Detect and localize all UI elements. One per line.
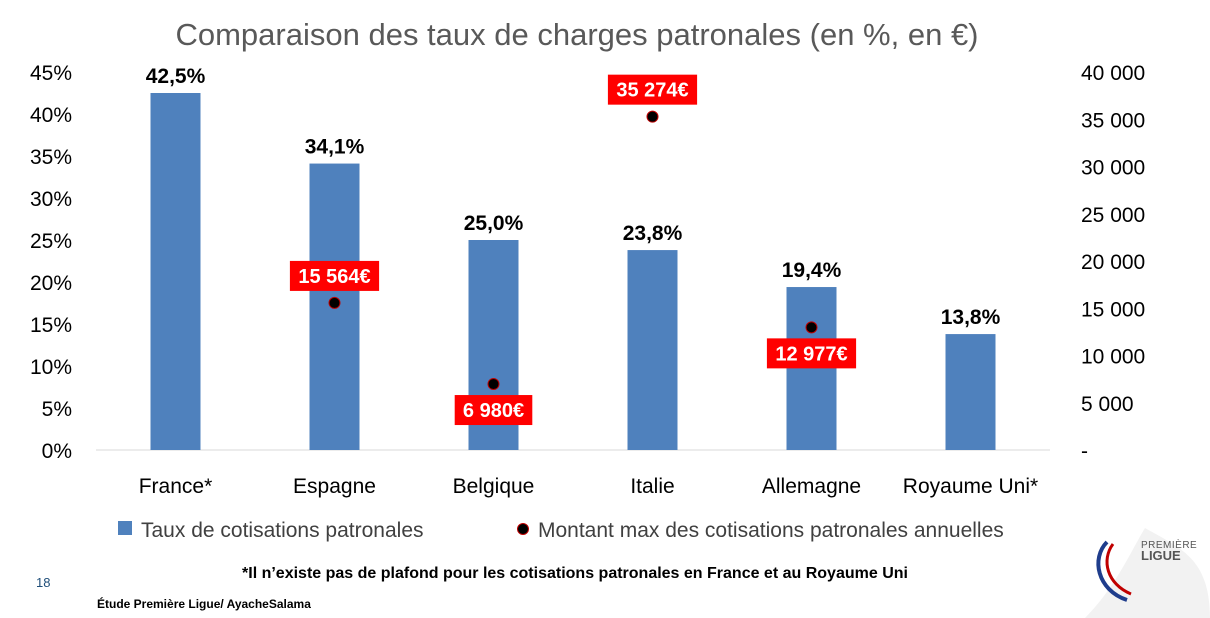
right-tick-label: 40 000: [1081, 62, 1145, 85]
legend-label-point: Montant max des cotisations patronales a…: [538, 519, 1004, 542]
data-point: [328, 296, 341, 309]
data-point: [646, 110, 659, 123]
source-credit: Étude Première Ligue/ AyacheSalama: [97, 597, 311, 611]
amount-value-label: 12 977€: [775, 343, 847, 365]
logo-text-bottom: LIGUE: [1141, 548, 1181, 563]
bar-value-labels: 42,5% 34,1% 25,0% 23,8% 19,4% 13,8%: [146, 65, 1001, 329]
category-labels: France* Espagne Belgique Italie Allemagne Roy…: [139, 475, 1038, 498]
scatter-series: [328, 110, 818, 391]
bar-value-label: 34,1%: [305, 136, 365, 159]
left-tick-label: 0%: [42, 440, 72, 463]
left-tick-label: 30%: [30, 188, 72, 211]
left-tick-label: 5%: [42, 398, 72, 421]
bar: [150, 93, 201, 450]
amount-label-box: [607, 74, 698, 105]
amount-label-box: [454, 395, 533, 426]
amount-value-labels: 15 564€ 6 980€ 35 274€ 12 977€: [289, 74, 857, 426]
amount-label-box: [766, 338, 857, 369]
logo-text-top: PREMIÈRE: [1141, 540, 1198, 551]
left-tick-label: 15%: [30, 314, 72, 337]
bar: [945, 334, 996, 450]
category-label: Belgique: [453, 475, 535, 498]
bar-value-label: 19,4%: [782, 259, 842, 282]
bar-value-label: 13,8%: [941, 306, 1001, 329]
legend: Taux de cotisations patronales Montant m…: [118, 519, 1004, 542]
left-axis: 0% 5% 10% 15% 20% 25% 30% 35% 40% 45%: [30, 62, 72, 463]
amount-label-box: [289, 260, 380, 291]
left-tick-label: 40%: [30, 104, 72, 127]
left-tick-label: 20%: [30, 272, 72, 295]
category-label: Italie: [630, 475, 674, 498]
bar-value-label: 42,5%: [146, 65, 206, 88]
left-tick-label: 25%: [30, 230, 72, 253]
category-label: Royaume Uni*: [903, 475, 1038, 498]
bar: [627, 250, 678, 450]
data-point: [487, 378, 500, 391]
left-tick-label: 35%: [30, 146, 72, 169]
right-tick-label: 35 000: [1081, 109, 1145, 132]
amount-value-label: 6 980€: [463, 400, 524, 422]
right-tick-label: 10 000: [1081, 346, 1145, 369]
category-label: Allemagne: [762, 475, 861, 498]
right-axis: - 5 000 10 000 15 000 20 000 25 000 30 000 35 0…: [1081, 62, 1145, 463]
premiere-ligue-logo: PREMIÈRE LIGUE: [1085, 528, 1210, 618]
slide-number: 18: [36, 575, 51, 590]
right-tick-label: 15 000: [1081, 298, 1145, 321]
bar-value-label: 23,8%: [623, 222, 683, 245]
logo-icon: [1085, 528, 1210, 618]
amount-value-label: 15 564€: [298, 266, 370, 288]
right-tick-label: 20 000: [1081, 251, 1145, 274]
right-tick-label: -: [1081, 440, 1088, 463]
amount-value-label: 35 274€: [616, 80, 688, 102]
bar: [786, 287, 837, 450]
right-tick-label: 25 000: [1081, 204, 1145, 227]
category-label: France*: [139, 475, 213, 498]
footnote: *Il n’existe pas de plafond pour les cot…: [242, 565, 908, 582]
bar-series: [150, 93, 996, 450]
category-label: Espagne: [293, 475, 376, 498]
data-point: [805, 321, 818, 334]
left-tick-label: 10%: [30, 356, 72, 379]
right-tick-label: 5 000: [1081, 393, 1134, 416]
left-tick-label: 45%: [30, 62, 72, 85]
legend-label-bar: Taux de cotisations patronales: [141, 519, 424, 542]
bar-value-label: 25,0%: [464, 212, 524, 235]
chart-title: Comparaison des taux de charges patronal…: [175, 17, 978, 52]
legend-swatch-bar: [118, 521, 132, 535]
legend-swatch-point: [517, 523, 529, 535]
right-tick-label: 30 000: [1081, 157, 1145, 180]
